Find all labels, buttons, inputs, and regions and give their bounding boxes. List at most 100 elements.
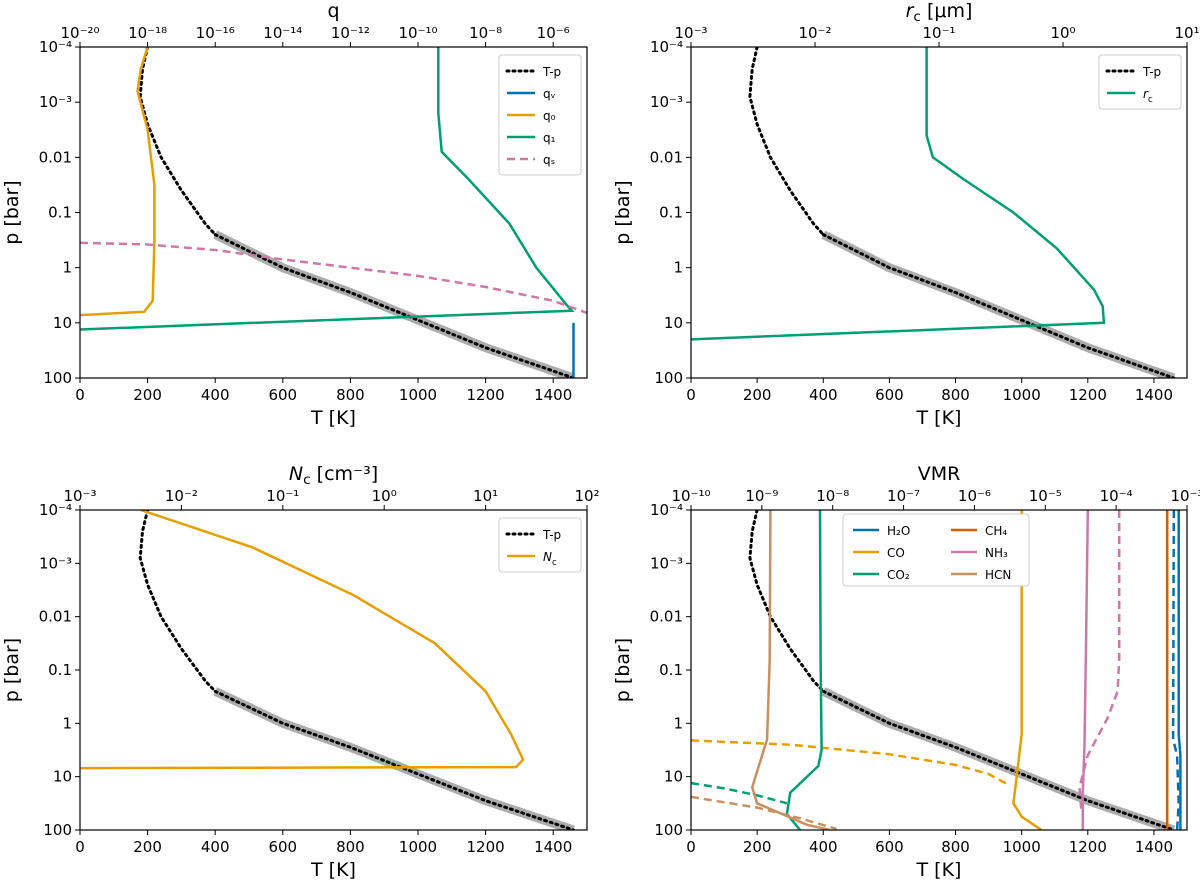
y-tick-label: 0.01 bbox=[39, 148, 72, 166]
legend-label: NH₃ bbox=[985, 546, 1008, 560]
x-tick-label: 200 bbox=[133, 838, 162, 856]
top-axis-title: q bbox=[327, 0, 339, 22]
y-tick-label: 0.1 bbox=[659, 204, 683, 222]
series-line-adiabat-overlay bbox=[821, 689, 1176, 830]
x-tick-label: 0 bbox=[686, 386, 696, 404]
plot-area bbox=[691, 510, 1182, 830]
y-tick-label: 100 bbox=[654, 369, 683, 387]
x-tick-label: 1000 bbox=[399, 386, 437, 404]
x-tick-label: 1000 bbox=[1003, 838, 1041, 856]
x-axis-label: T [K] bbox=[916, 407, 962, 429]
y-tick-label: 100 bbox=[43, 821, 72, 839]
legend-label: HCN bbox=[985, 568, 1011, 582]
top-tick-label: 10⁰ bbox=[372, 487, 397, 505]
legend-label: q₀ bbox=[543, 109, 556, 123]
series-line-2 bbox=[80, 510, 525, 770]
series-line-3 bbox=[1171, 510, 1180, 830]
x-tick-label: 1000 bbox=[399, 838, 437, 856]
top-tick-label: 10¹ bbox=[473, 487, 498, 505]
x-tick-label: 0 bbox=[75, 838, 85, 856]
y-axis-label: p [bar] bbox=[612, 638, 634, 702]
x-tick-label: 400 bbox=[809, 386, 838, 404]
top-axis-title: Nc [cm⁻³] bbox=[289, 463, 378, 488]
legend-label: Nc bbox=[543, 550, 557, 568]
series-line-0 bbox=[748, 47, 825, 237]
x-tick-label: 800 bbox=[336, 386, 365, 404]
panel-q: 0 200 400 600 800 1000 1200 1400 10⁻⁴ 10⁻³ 0.01 0.1… bbox=[1, 0, 588, 429]
plot-area bbox=[80, 510, 575, 830]
series-line-8 bbox=[691, 781, 788, 805]
top-tick-label: 10⁻⁸ bbox=[469, 24, 502, 42]
series-line-4 bbox=[80, 47, 575, 331]
top-axis-title: VMR bbox=[918, 463, 961, 485]
y-tick-label: 1 bbox=[62, 714, 72, 732]
legend-label: q₁ bbox=[543, 131, 556, 145]
legend-box bbox=[842, 513, 1030, 587]
x-tick-label: 600 bbox=[268, 838, 297, 856]
y-tick-label: 0.01 bbox=[39, 608, 72, 626]
series-line-1 bbox=[821, 687, 1176, 830]
x-tick-label: 400 bbox=[201, 386, 230, 404]
x-tick-label: 200 bbox=[743, 838, 772, 856]
legend-label: qᵥ bbox=[543, 87, 556, 101]
plot-area bbox=[80, 47, 587, 378]
series-line-5 bbox=[1012, 510, 1043, 830]
top-tick-label: 10⁻¹⁰ bbox=[671, 487, 710, 505]
series-line-6 bbox=[691, 739, 1009, 786]
x-axis-label: T [K] bbox=[310, 859, 356, 881]
series-line-3 bbox=[80, 47, 156, 317]
x-tick-label: 1400 bbox=[1135, 838, 1173, 856]
series-line-adiabat-overlay bbox=[213, 233, 575, 378]
y-tick-label: 10⁻⁴ bbox=[650, 38, 683, 56]
top-tick-label: 10⁻¹⁸ bbox=[128, 24, 167, 42]
top-tick-label: 10⁻¹⁴ bbox=[263, 24, 302, 42]
top-tick-label: 10⁻⁶ bbox=[537, 24, 570, 42]
y-axis-label: p [bar] bbox=[1, 180, 23, 244]
legend-label: T-p bbox=[542, 528, 561, 542]
panel-vmr: 0 200 400 600 800 1000 1200 1400 10⁻⁴ 10⁻³ 0.01 0.1… bbox=[612, 463, 1200, 881]
y-tick-label: 10 bbox=[664, 768, 683, 786]
y-tick-label: 10⁻⁴ bbox=[39, 501, 72, 519]
series-line-2 bbox=[1177, 510, 1182, 830]
y-tick-label: 0.01 bbox=[650, 148, 683, 166]
x-tick-label: 1400 bbox=[534, 838, 572, 856]
top-tick-label: 10⁻² bbox=[165, 487, 198, 505]
x-tick-label: 1200 bbox=[1069, 386, 1107, 404]
y-tick-label: 10⁻³ bbox=[650, 554, 683, 572]
series-line-0 bbox=[138, 510, 217, 693]
legend: H₂O CO CO₂ CH₄ NH₃ HCN bbox=[842, 513, 1030, 587]
x-tick-label: 0 bbox=[686, 838, 696, 856]
y-tick-label: 1 bbox=[673, 714, 683, 732]
legend-label: CH₄ bbox=[985, 524, 1007, 538]
legend: T-p rc bbox=[1098, 54, 1182, 110]
top-tick-label: 10⁻⁷ bbox=[887, 487, 920, 505]
y-tick-label: 1 bbox=[673, 259, 683, 277]
series-line-2 bbox=[691, 47, 1106, 341]
top-tick-label: 10⁻⁵ bbox=[1029, 487, 1062, 505]
y-tick-label: 100 bbox=[654, 821, 683, 839]
legend-label: CO bbox=[887, 546, 905, 560]
top-tick-label: 10⁰ bbox=[1050, 24, 1075, 42]
top-tick-label: 10⁻⁶ bbox=[958, 487, 991, 505]
legend-label: T-p bbox=[542, 65, 561, 79]
top-tick-label: 10² bbox=[574, 487, 599, 505]
y-axis-label: p [bar] bbox=[612, 180, 634, 244]
x-tick-label: 600 bbox=[875, 838, 904, 856]
legend-box bbox=[1098, 54, 1182, 110]
series-line-adiabat-overlay bbox=[821, 233, 1176, 378]
x-tick-label: 1200 bbox=[1069, 838, 1107, 856]
series-line-10 bbox=[1078, 510, 1121, 809]
series-line-5 bbox=[80, 241, 587, 315]
x-tick-label: 800 bbox=[336, 838, 365, 856]
series-line-1 bbox=[213, 230, 575, 378]
top-tick-label: 10⁻¹ bbox=[266, 487, 299, 505]
top-tick-label: 10⁻²⁰ bbox=[60, 24, 99, 42]
x-tick-label: 600 bbox=[875, 386, 904, 404]
y-tick-label: 10⁻³ bbox=[39, 93, 72, 111]
series-line-0 bbox=[138, 47, 217, 237]
legend-label: rc bbox=[1143, 87, 1153, 105]
y-tick-label: 0.1 bbox=[48, 661, 72, 679]
top-tick-label: 10⁻³ bbox=[674, 24, 707, 42]
x-tick-label: 1200 bbox=[467, 838, 505, 856]
